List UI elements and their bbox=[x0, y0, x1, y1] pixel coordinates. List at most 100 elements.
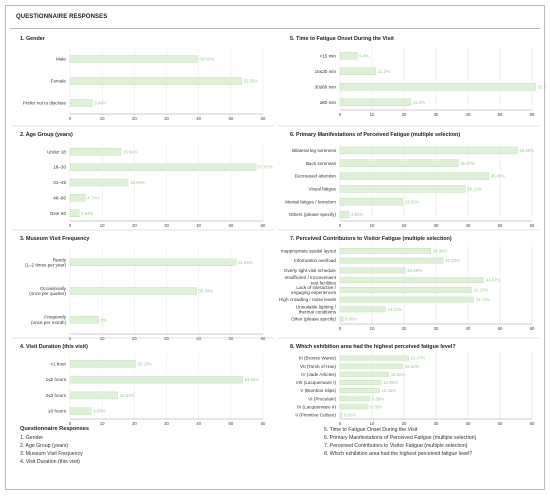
bar bbox=[339, 277, 485, 284]
category-label: VI (Procelain) bbox=[308, 396, 336, 401]
chart-title: 7. Perceived Contributors to Visitor Fat… bbox=[290, 236, 452, 242]
tick-label: 30 bbox=[164, 421, 169, 426]
category-label: Prefer not to disclose bbox=[23, 101, 67, 106]
data-label: 36.97% bbox=[460, 161, 475, 166]
bar bbox=[69, 407, 92, 415]
tick-label: 20 bbox=[132, 336, 137, 341]
bar bbox=[69, 163, 257, 171]
title-divider bbox=[10, 28, 540, 29]
bar bbox=[339, 412, 343, 418]
category-label: IX (Lacquerware II) bbox=[297, 404, 337, 409]
bar bbox=[339, 52, 358, 60]
data-label: 0.95% bbox=[345, 317, 357, 322]
data-label: 12.86% bbox=[383, 380, 398, 385]
tick-label: 20 bbox=[402, 326, 407, 331]
data-label: 41.71% bbox=[475, 297, 490, 302]
tick-label: 20 bbox=[132, 223, 137, 228]
data-label: 9.39% bbox=[372, 396, 384, 401]
category-label: Other (please specify) bbox=[291, 317, 336, 322]
category-label: <15 min bbox=[320, 53, 337, 58]
bar bbox=[339, 316, 344, 323]
tick-label: 50 bbox=[228, 116, 233, 121]
tick-label: 50 bbox=[498, 223, 503, 228]
tick-label: 60 bbox=[261, 336, 266, 341]
tick-label: 0 bbox=[339, 112, 342, 117]
category-label: Back soreness bbox=[306, 161, 337, 166]
tick-label: 40 bbox=[196, 336, 201, 341]
data-label: 39.61% bbox=[199, 57, 214, 62]
category-label: <1 hour bbox=[50, 361, 66, 366]
bar bbox=[339, 185, 466, 193]
legend-item-3: 3. Museum Visit Frequency bbox=[20, 451, 83, 457]
questionnaire-panel: QUESTIONNAIRE RESPONSES 1. Gender 0 10 20 30… bbox=[5, 5, 546, 490]
category-label: Visual fatigue bbox=[309, 187, 337, 192]
category-label: Occasionally bbox=[40, 286, 67, 291]
tick-label: 40 bbox=[196, 223, 201, 228]
bar bbox=[69, 147, 122, 156]
category-label: Male bbox=[56, 57, 66, 62]
charts-canvas: 1. Gender 0 10 20 30 40 50 60 39.61% Male 53.35% Fe… bbox=[12, 36, 546, 426]
tick-label: 50 bbox=[498, 421, 503, 426]
tick-label: 30 bbox=[164, 116, 169, 121]
tick-label: 60 bbox=[530, 326, 535, 331]
bar bbox=[339, 355, 409, 361]
category-label: (once per month) bbox=[31, 320, 66, 325]
tick-label: 0 bbox=[69, 336, 72, 341]
legend-item-5: 5. Time to Fatigue Onset During the Visi… bbox=[324, 427, 418, 433]
tick-label: 0 bbox=[69, 223, 72, 228]
chart-panel-8: 8. Which exhibition area had the highest… bbox=[278, 337, 540, 426]
data-label: 15.84% bbox=[123, 149, 138, 154]
legend-item-4: 4. Visit Duration (this visit) bbox=[20, 459, 80, 465]
bar bbox=[339, 267, 406, 274]
data-label: 19.62% bbox=[405, 364, 420, 369]
tick-label: 10 bbox=[100, 223, 105, 228]
category-label: Bilateral leg soreness bbox=[292, 148, 337, 153]
data-label: 61.2% bbox=[538, 84, 546, 89]
data-label: 44.97% bbox=[486, 278, 501, 283]
bar bbox=[69, 258, 237, 267]
tick-label: 40 bbox=[466, 326, 471, 331]
chart-panel-6: 6. Primary Manifestations of Perceived F… bbox=[278, 125, 540, 228]
legend-title: Questionnaire Responses bbox=[20, 426, 90, 432]
category-label: 31–45 bbox=[53, 180, 66, 185]
category-label: Under 18 bbox=[47, 149, 66, 154]
bar bbox=[339, 404, 369, 410]
category-label: ≥3 hours bbox=[48, 409, 67, 414]
category-label: VII (Tomb of Han) bbox=[300, 364, 336, 369]
category-label: ≥60 min bbox=[320, 100, 337, 105]
tick-label: 20 bbox=[402, 223, 407, 228]
data-label: 8.78% bbox=[370, 404, 382, 409]
tick-label: 10 bbox=[370, 223, 375, 228]
tick-label: 50 bbox=[228, 336, 233, 341]
tick-label: 50 bbox=[498, 112, 503, 117]
bar bbox=[339, 363, 403, 369]
bar bbox=[339, 247, 431, 254]
tick-label: 20 bbox=[132, 116, 137, 121]
bar bbox=[339, 67, 377, 75]
data-label: 18.06% bbox=[130, 180, 145, 185]
data-label: 14.21% bbox=[387, 307, 402, 312]
bar bbox=[69, 99, 93, 107]
bar bbox=[69, 55, 198, 63]
category-label: Frequently bbox=[44, 315, 66, 320]
data-label: 57.87% bbox=[258, 165, 273, 170]
tick-label: 0 bbox=[339, 421, 342, 426]
tick-label: 40 bbox=[196, 116, 201, 121]
tick-label: 60 bbox=[261, 223, 266, 228]
tick-label: 60 bbox=[530, 223, 535, 228]
category-label: V (Bamboo Slips) bbox=[300, 388, 336, 393]
bar bbox=[69, 391, 118, 400]
data-label: 41.23% bbox=[474, 287, 489, 292]
chart-panel-7: 7. Perceived Contributors to Visitor Fat… bbox=[278, 229, 540, 331]
tick-label: 0 bbox=[69, 116, 72, 121]
category-label: Decreased attention bbox=[295, 174, 337, 179]
data-label: 5.4% bbox=[359, 53, 369, 58]
bar bbox=[339, 98, 412, 106]
tick-label: 10 bbox=[370, 112, 375, 117]
tick-label: 40 bbox=[466, 421, 471, 426]
tick-label: 30 bbox=[434, 326, 439, 331]
tick-label: 30 bbox=[434, 112, 439, 117]
chart-title: 3. Museum Visit Frequency bbox=[20, 236, 89, 242]
data-label: 39.34% bbox=[199, 289, 214, 294]
category-label: High crowding / noise levels bbox=[279, 297, 337, 302]
